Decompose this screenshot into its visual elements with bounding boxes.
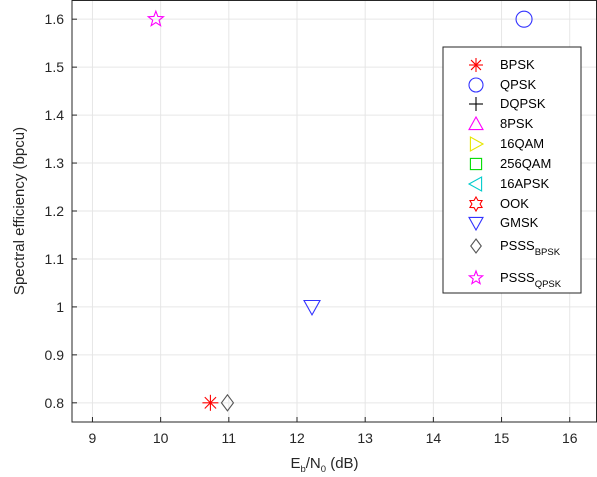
marker-shape — [468, 216, 484, 232]
x-tick-label: 12 — [289, 430, 305, 446]
marker-shape — [470, 238, 482, 254]
x-axis-label-sub1: b — [300, 464, 305, 475]
x-axis-label-mid: /N — [306, 455, 321, 472]
legend-item: GMSK — [468, 215, 539, 232]
data-point — [303, 299, 321, 317]
legend-label-main: 16QAM — [500, 136, 544, 151]
legend-item: 8PSK — [468, 115, 534, 131]
x-tick-label: 11 — [222, 430, 237, 446]
y-tick-label: 1.1 — [45, 251, 65, 267]
y-axis-label: Spectral efficiency (bpcu) — [11, 127, 28, 295]
y-tick-label: 1.5 — [45, 59, 65, 75]
marker-shape — [467, 176, 483, 192]
legend-label-main: QPSK — [500, 77, 536, 92]
y-tick-label: 1.4 — [45, 107, 65, 123]
x-tick-label: 15 — [494, 430, 510, 446]
legend-label-sub: QPSK — [535, 279, 562, 290]
x-tick-label: 13 — [357, 430, 373, 446]
marker-shape — [468, 115, 484, 131]
legend-item: 16QAM — [469, 136, 544, 152]
data-point — [515, 10, 533, 28]
x-tick-label: 16 — [562, 430, 578, 446]
data-point — [202, 394, 219, 411]
legend-item: 16APSK — [467, 176, 549, 192]
legend-label: DQPSK — [500, 96, 546, 111]
marker-shape — [469, 157, 483, 171]
marker-shape — [220, 393, 235, 412]
marker-shape — [303, 299, 321, 317]
legend-box — [442, 46, 582, 294]
legend-item: BPSK — [469, 57, 535, 72]
legend-marker — [468, 216, 484, 232]
marker-shape — [468, 77, 484, 93]
legend-label: OOK — [500, 196, 529, 211]
y-tick-label: 1 — [56, 299, 64, 315]
legend-item: QPSK — [468, 77, 536, 93]
legend-label: QPSK — [500, 77, 536, 92]
x-axis-label-main: E — [290, 455, 300, 472]
legend-label-main: BPSK — [500, 57, 535, 72]
marker-shape — [469, 136, 485, 152]
legend-marker — [467, 176, 483, 192]
legend-marker — [468, 195, 484, 213]
legend-marker — [469, 58, 483, 72]
legend-label: GMSK — [500, 215, 539, 230]
legend-label: 256QAM — [500, 156, 551, 171]
y-tick-label: 1.2 — [45, 203, 65, 219]
data-point — [220, 393, 235, 412]
legend-item: OOK — [468, 195, 529, 213]
data-points — [146, 9, 533, 412]
legend-marker — [469, 136, 485, 152]
legend-marker — [467, 269, 485, 285]
legend-label: 16APSK — [500, 176, 549, 191]
marker-shape — [515, 10, 533, 28]
legend-label-sub: BPSK — [535, 247, 561, 258]
legend-label-main: OOK — [500, 196, 529, 211]
legend-label: 16QAM — [500, 136, 544, 151]
legend-label-main: DQPSK — [500, 96, 546, 111]
x-axis-ticks: 9 10 11 12 13 14 15 16 — [89, 417, 578, 446]
x-axis-label-tail: (dB) — [326, 455, 359, 472]
legend-label: PSSSQPSK — [500, 270, 562, 290]
y-tick-label: 1.3 — [45, 155, 65, 171]
legend-item: 256QAM — [469, 156, 551, 171]
marker-shape — [146, 9, 165, 27]
legend-label-main: PSSS — [500, 238, 535, 253]
x-axis-label: Eb/N0 (dB) — [290, 455, 358, 475]
marker-stroke — [204, 396, 217, 409]
y-tick-label: 0.8 — [45, 395, 65, 411]
x-tick-label: 9 — [89, 430, 97, 446]
legend-item: PSSSBPSK — [470, 238, 561, 258]
legend-label-main: 256QAM — [500, 156, 551, 171]
legend-label-main: 16APSK — [500, 176, 549, 191]
legend-marker — [470, 238, 482, 254]
marker-stroke — [470, 59, 482, 71]
legend-marker — [469, 97, 483, 111]
legend-marker — [468, 115, 484, 131]
y-axis-ticks: 0.8 0.9 1 1.1 1.2 1.3 1.4 1.5 1.6 — [45, 11, 77, 411]
legend-label-main: 8PSK — [500, 116, 534, 131]
legend: BPSK QPSK DQPSK 8PSK 16QAM 256QAM 16APSK OOK GMS… — [442, 46, 582, 294]
y-tick-label: 0.9 — [45, 347, 65, 363]
x-tick-label: 14 — [426, 430, 442, 446]
legend-label: 8PSK — [500, 116, 534, 131]
legend-label: PSSSBPSK — [500, 238, 561, 258]
legend-item: DQPSK — [469, 96, 546, 111]
legend-label-main: GMSK — [500, 215, 539, 230]
legend-label: BPSK — [500, 57, 535, 72]
x-axis-label-sub2: 0 — [321, 464, 326, 475]
legend-label-main: PSSS — [500, 270, 535, 285]
marker-shape — [467, 269, 485, 285]
legend-marker — [469, 157, 483, 171]
marker-shape — [468, 195, 484, 213]
y-tick-label: 1.6 — [45, 11, 65, 27]
x-tick-label: 10 — [153, 430, 169, 446]
data-point — [146, 9, 165, 27]
legend-marker — [468, 77, 484, 93]
legend-item: PSSSQPSK — [467, 269, 562, 290]
